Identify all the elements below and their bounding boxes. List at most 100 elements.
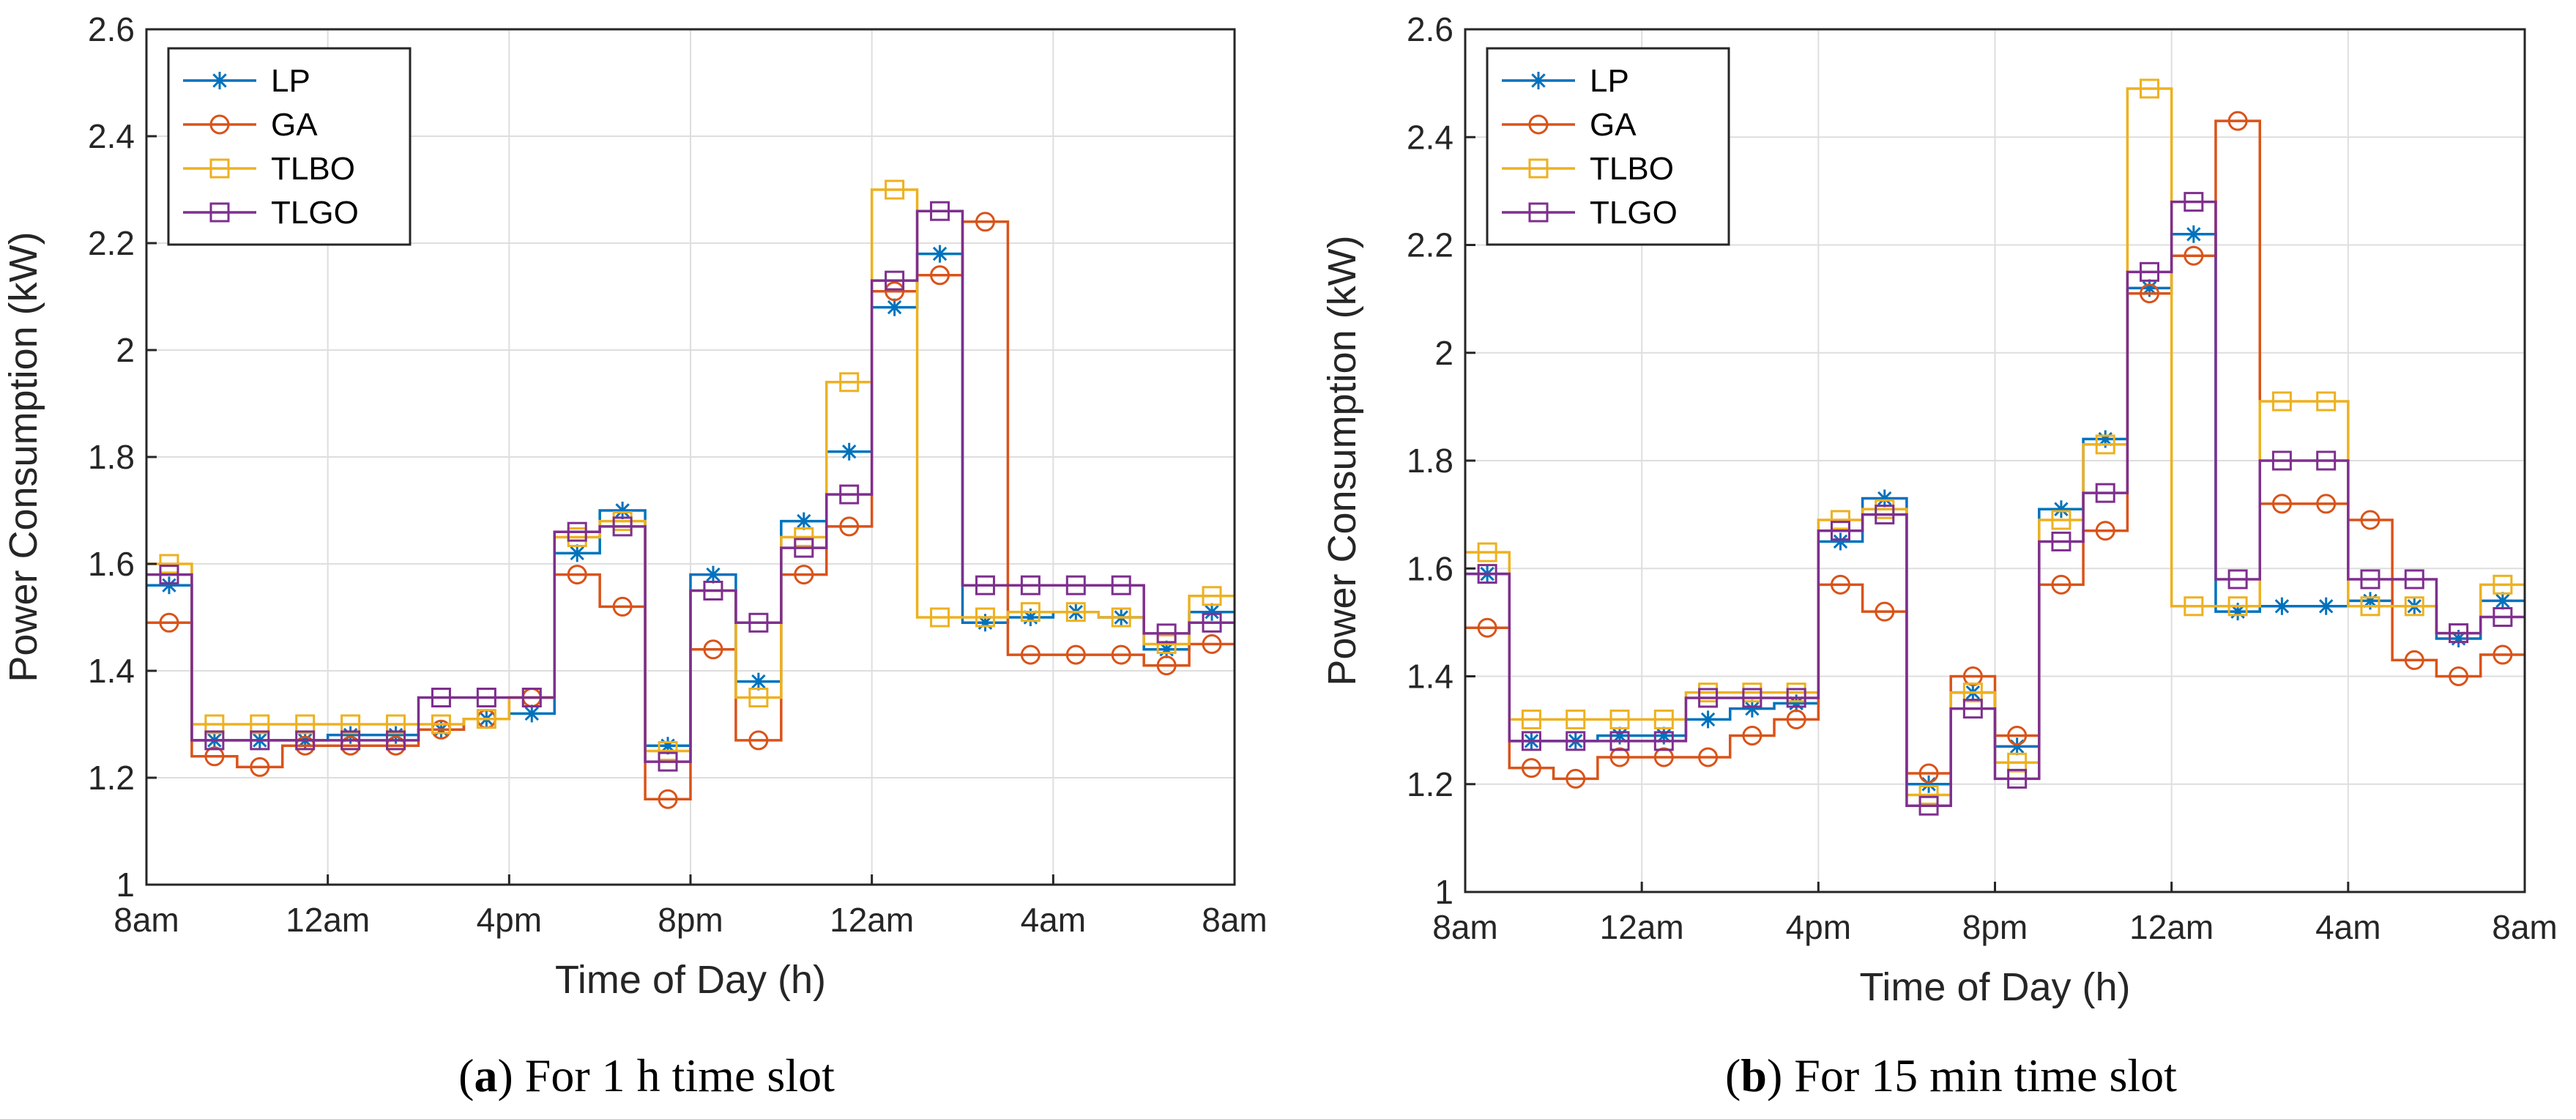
series-a-tlgo	[146, 201, 1235, 772]
marker-a-lp-16	[885, 298, 904, 316]
legend-marker-b-lp	[1530, 72, 1547, 89]
marker-a-tlbo-17	[930, 607, 950, 628]
marker-b-tlbo-13	[2051, 510, 2071, 530]
marker-b-tlbo-21	[2404, 596, 2424, 617]
marker-b-tlgo-16	[2184, 192, 2204, 212]
series-b-tlgo	[1465, 192, 2525, 816]
marker-b-ga-16	[2184, 245, 2204, 266]
marker-a-lp-19	[1021, 609, 1040, 626]
series-line-a-tlgo	[146, 209, 1235, 763]
marker-b-ga-12	[2007, 725, 2028, 746]
marker-a-tlbo-20	[1065, 602, 1086, 622]
marker-a-tlgo-6	[431, 688, 451, 707]
legend-marker-b-tlgo	[1528, 202, 1549, 223]
y-tick-label-b-1: 1.2	[1407, 765, 1453, 803]
marker-a-tlgo-0	[159, 565, 179, 585]
marker-b-lp-7	[1787, 694, 1806, 713]
legend-marker-a-tlgo	[209, 202, 230, 223]
marker-b-tlgo-9	[1875, 505, 1895, 525]
marker-a-tlgo-10	[612, 516, 633, 537]
marker-a-tlbo-19	[1020, 602, 1041, 622]
marker-a-tlbo-15	[839, 372, 860, 393]
legend-label-b-lp: LP	[1590, 63, 1629, 99]
marker-b-ga-13	[2051, 574, 2071, 595]
marker-b-ga-2	[1566, 768, 1586, 789]
marker-b-tlgo-21	[2404, 569, 2424, 590]
ticks-b: 8am 12am 4pm 8pm 12am 4am 8am11.21.41.61.822.2…	[1407, 10, 2558, 946]
marker-b-ga-22	[2449, 666, 2469, 686]
marker-a-tlgo-2	[250, 730, 270, 751]
marker-a-tlbo-5	[386, 714, 406, 735]
marker-b-lp-10	[1920, 775, 1938, 793]
marker-a-tlgo-3	[295, 730, 316, 751]
marker-b-ga-11	[1962, 666, 1983, 686]
marker-b-tlgo-14	[2095, 483, 2115, 503]
marker-a-ga-13	[748, 730, 769, 751]
marker-b-ga-15	[2140, 283, 2160, 304]
y-tick-label-a-8: 2.6	[88, 10, 135, 48]
marker-a-tlgo-18	[975, 575, 995, 595]
x-tick-label-a-2: 4pm	[477, 901, 542, 939]
marker-b-ga-19	[2316, 494, 2337, 514]
marker-a-tlgo-16	[885, 270, 905, 291]
marker-a-tlgo-1	[204, 730, 225, 751]
y-tick-label-b-2: 1.4	[1407, 658, 1453, 696]
marker-a-tlgo-5	[386, 730, 406, 751]
marker-b-tlbo-19	[2316, 391, 2337, 412]
chart-a: 8am 12am 4pm 8pm 12am 4am 8am11.21.41.61.822.2…	[1, 10, 1267, 1101]
caption-b: (b) For 15 min time slot	[1725, 1049, 2177, 1101]
y-tick-label-b-4: 1.8	[1407, 442, 1453, 480]
marker-b-tlgo-8	[1830, 521, 1850, 541]
marker-a-lp-10	[614, 502, 632, 519]
marker-b-ga-3	[1609, 747, 1630, 767]
legend-marker-a-tlbo	[209, 158, 230, 179]
legend-label-a-tlbo: TLBO	[271, 151, 355, 187]
x-tick-label-b-5: 4am	[2315, 908, 2380, 946]
marker-b-tlbo-0	[1477, 542, 1497, 562]
caption-letter-a: a	[474, 1049, 497, 1101]
marker-b-tlgo-6	[1742, 688, 1762, 708]
y-tick-label-b-6: 2.2	[1407, 226, 1453, 264]
marker-a-tlgo-17	[930, 201, 950, 221]
marker-a-tlgo-13	[748, 612, 769, 633]
marker-a-tlgo-15	[839, 484, 860, 505]
marker-a-tlgo-23	[1202, 612, 1222, 633]
marker-b-tlgo-23	[2493, 607, 2513, 628]
marker-b-ga-17	[2227, 111, 2248, 131]
caption-close-a: )	[497, 1049, 513, 1101]
marker-b-tlbo-15	[2140, 78, 2160, 99]
legend-marker-a-lp	[211, 72, 228, 89]
marker-a-lp-14	[794, 512, 813, 530]
x-tick-label-a-3: 8pm	[658, 901, 723, 939]
caption-close-b: )	[1767, 1049, 1782, 1101]
marker-b-tlgo-2	[1566, 731, 1586, 751]
marker-a-ga-22	[1156, 655, 1177, 676]
marker-b-lp-20	[2361, 592, 2379, 610]
marker-b-lp-8	[1831, 532, 1850, 551]
marker-a-ga-18	[975, 212, 995, 232]
marker-a-tlbo-7	[476, 709, 496, 729]
marker-b-tlgo-19	[2316, 450, 2337, 471]
marker-a-ga-12	[703, 639, 723, 660]
y-axis-title-b: Power Consumption (kW)	[1320, 235, 1364, 685]
marker-b-ga-21	[2404, 650, 2424, 670]
marker-b-ga-6	[1742, 725, 1762, 746]
marker-a-tlgo-4	[340, 730, 361, 751]
marker-a-tlbo-0	[159, 554, 179, 574]
marker-b-tlgo-11	[1962, 699, 1983, 719]
legend-b: LP GA TLBO TLGO	[1486, 47, 1730, 246]
marker-a-tlbo-16	[885, 179, 905, 200]
marker-b-tlbo-20	[2360, 596, 2380, 617]
marker-b-lp-12	[2008, 737, 2026, 756]
y-tick-label-a-0: 1	[116, 866, 135, 904]
marker-b-ga-9	[1875, 601, 1895, 622]
marker-a-tlbo-3	[295, 714, 316, 735]
marker-a-ga-1	[204, 746, 225, 767]
caption-text-b: For 15 min time slot	[1782, 1049, 2177, 1101]
marker-b-tlgo-15	[2140, 261, 2160, 282]
x-tick-label-b-3: 8pm	[1962, 908, 2028, 946]
marker-b-ga-10	[1918, 763, 1939, 784]
marker-b-lp-3	[1611, 726, 1629, 745]
x-tick-label-b-6: 8am	[2492, 908, 2557, 946]
marker-b-lp-6	[1743, 699, 1761, 718]
